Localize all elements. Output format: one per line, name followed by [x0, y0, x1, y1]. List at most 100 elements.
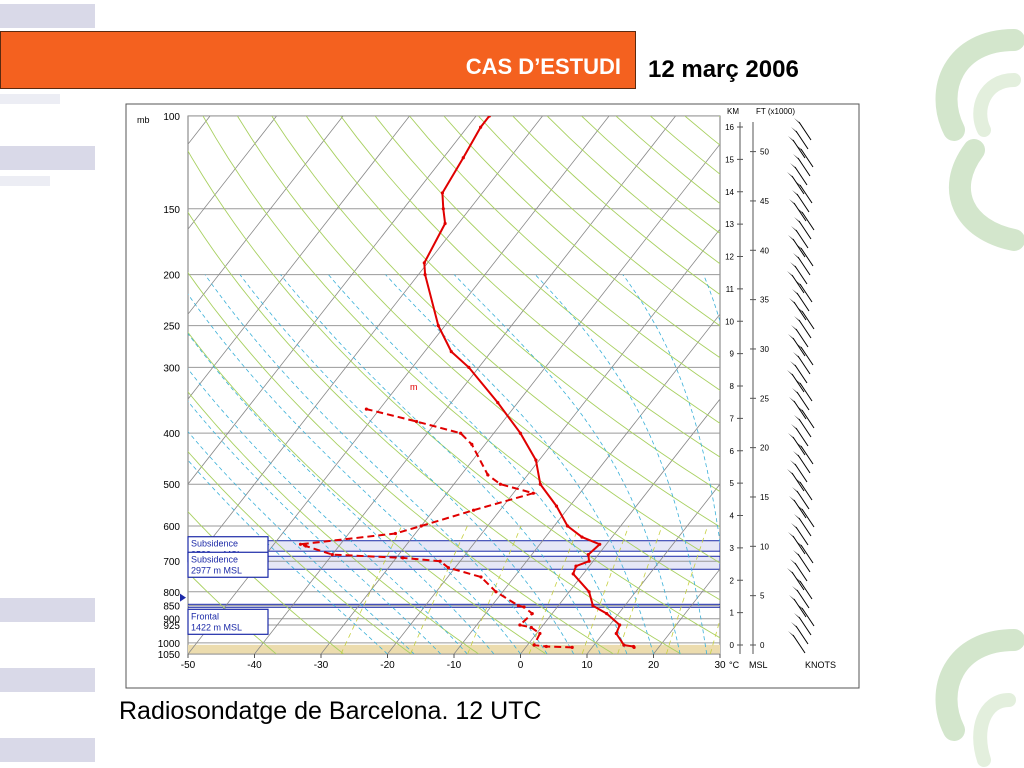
ft-tick-label: 45: [760, 197, 769, 206]
wind-barb-icon: [791, 127, 809, 150]
dry-adiabat: [202, 116, 720, 601]
dewpoint-profile-point: [570, 645, 574, 650]
isotherm-line: [0, 116, 144, 654]
ft-tick-label: 30: [760, 345, 769, 354]
temperature-profile-point: [538, 482, 542, 486]
mixing-ratio-line: [410, 525, 468, 654]
wind-barb-icon: [796, 541, 814, 564]
wind-barb-icon: [792, 586, 810, 609]
temperature-profile-point: [436, 324, 440, 328]
dry-adiabat: [188, 150, 720, 639]
temperature-profile-point: [449, 350, 453, 354]
wind-barb-icon: [795, 181, 813, 204]
wind-barb-icon: [794, 118, 812, 141]
dry-adiabat: [409, 116, 720, 391]
annotation-label: Subsidence: [191, 554, 238, 564]
wind-barb-icon: [789, 199, 807, 222]
title-banner: CAS D’ESTUDI: [0, 31, 636, 89]
annotation-box: [187, 551, 269, 578]
pressure-tick-label: 925: [163, 621, 180, 632]
wind-barb-icon: [789, 496, 807, 519]
pressure-tick-label: 250: [163, 322, 180, 333]
isotherm-line: [188, 116, 410, 400]
dewpoint-profile-point: [470, 442, 474, 446]
pressure-tick-label: 800: [163, 588, 180, 599]
dry-adiabat: [271, 116, 720, 528]
pressure-unit-label: mb: [137, 115, 150, 125]
pressure-tick-label: 500: [163, 480, 180, 491]
wind-barb-icon: [796, 442, 814, 465]
isotherm-line: [387, 228, 720, 654]
ft-tick-label: 50: [760, 148, 769, 157]
dry-adiabat: [443, 116, 720, 359]
wind-barb-icon: [794, 613, 812, 636]
msl-label: MSL: [749, 660, 768, 670]
km-tick-label: 13: [725, 220, 734, 229]
temperature-profile-point: [441, 207, 445, 211]
annotation-label: Frontal: [191, 611, 219, 621]
wind-barb-icon: [791, 523, 809, 546]
mixing-ratio-line: [528, 525, 580, 654]
banner-title: CAS D’ESTUDI: [465, 54, 621, 79]
moist-adiabat: [280, 274, 601, 654]
wind-barb-icon: [792, 289, 810, 312]
dry-adiabat: [188, 331, 547, 654]
pressure-tick-label: 1050: [158, 650, 181, 661]
wind-barb-icon: [788, 235, 806, 258]
moist-adiabat: [188, 333, 495, 654]
moist-adiabat: [239, 274, 575, 654]
temperature-profile-point: [534, 458, 538, 462]
dewpoint-profile-point: [532, 643, 536, 647]
wind-barb-icon: [797, 208, 815, 231]
ft-tick-label: 25: [760, 394, 769, 403]
pressure-tick-label: 100: [163, 112, 180, 123]
km-tick-label: 0: [730, 641, 735, 650]
dewpoint-profile-point: [438, 559, 442, 563]
chart-caption: Radiosondatge de Barcelona. 12 UTC: [119, 697, 542, 725]
wind-barb-icon: [794, 217, 812, 240]
temperature-tick-label: 10: [581, 660, 593, 671]
km-label: KM: [727, 107, 739, 116]
ft-tick-label: 0: [760, 641, 765, 650]
dewpoint-profile-point: [538, 631, 542, 636]
pressure-tick-label: 400: [163, 429, 180, 440]
km-tick-label: 10: [725, 317, 734, 326]
temperature-profile-point: [565, 524, 570, 528]
wind-barb-icon: [794, 514, 812, 537]
temperature-tick-label: 0: [518, 660, 524, 671]
dewpoint-profile-point: [471, 508, 476, 512]
dewpoint-profile-point: [459, 431, 463, 435]
annotation-box: [187, 608, 269, 635]
dewpoint-profile-point: [544, 644, 548, 649]
isotherm-line: [188, 116, 344, 315]
moist-adiabat: [188, 459, 388, 654]
km-tick-label: 8: [730, 382, 735, 391]
mixing-ratio-label: m: [410, 382, 418, 392]
wind-barb-icon: [794, 415, 812, 438]
dry-adiabat: [188, 450, 412, 654]
wind-barb-icon: [788, 631, 806, 654]
wind-unit-label: KNOTS: [805, 660, 836, 670]
temperature-profile-point: [443, 221, 447, 226]
wind-barb-icon: [787, 370, 805, 393]
temperature-tick-label: -50: [181, 660, 196, 671]
temperature-profile-point: [591, 604, 595, 608]
level-marker-icon: [180, 593, 186, 602]
dry-adiabat: [188, 211, 682, 654]
slide-date: 12 març 2006: [648, 56, 799, 83]
temperature-tick-label: -30: [314, 660, 329, 671]
pressure-tick-label: 600: [163, 522, 180, 533]
temperature-tick-label: -40: [247, 660, 262, 671]
wind-barb-icon: [788, 334, 806, 357]
dry-adiabat: [340, 116, 720, 458]
wind-barb-icon: [793, 451, 811, 474]
isotherm-line: [520, 398, 720, 654]
isotherm-line: [0, 116, 77, 654]
km-tick-label: 12: [725, 253, 734, 262]
temperature-profile-point: [423, 273, 427, 277]
wind-barb-icon: [793, 550, 811, 573]
wind-barb-icon: [788, 532, 806, 555]
annotation-height: 2977 m MSL: [191, 565, 242, 575]
dewpoint-profile-point: [486, 473, 490, 477]
temperature-profile-point: [580, 535, 584, 539]
